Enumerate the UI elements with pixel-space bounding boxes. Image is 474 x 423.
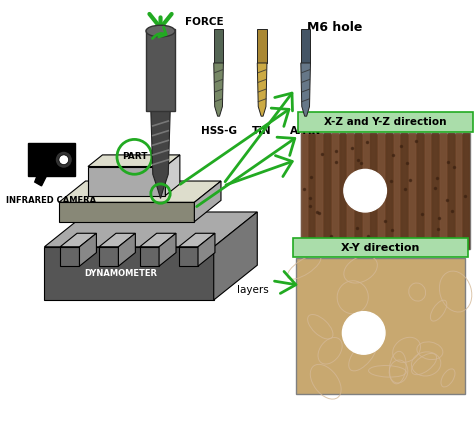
Polygon shape (179, 233, 215, 247)
Polygon shape (194, 181, 221, 222)
Polygon shape (214, 63, 223, 116)
Polygon shape (80, 233, 96, 266)
Polygon shape (59, 181, 221, 202)
Bar (378, 133, 384, 249)
FancyBboxPatch shape (146, 29, 175, 111)
Polygon shape (88, 167, 165, 195)
Bar (440, 133, 446, 249)
Polygon shape (88, 155, 180, 167)
Polygon shape (118, 233, 136, 266)
Bar (363, 133, 369, 249)
Bar (301, 133, 307, 249)
Polygon shape (60, 233, 96, 247)
Polygon shape (140, 247, 159, 266)
Text: PART: PART (122, 152, 147, 161)
Bar (339, 133, 346, 249)
Polygon shape (35, 174, 47, 186)
Text: X-Z and Y-Z direction: X-Z and Y-Z direction (324, 117, 447, 127)
Polygon shape (257, 63, 267, 116)
Polygon shape (159, 233, 176, 266)
Bar (355, 133, 361, 249)
Bar (464, 133, 469, 249)
Text: TiN: TiN (252, 126, 272, 136)
Polygon shape (60, 247, 80, 266)
Polygon shape (99, 247, 118, 266)
Bar (309, 133, 314, 249)
Bar (401, 133, 407, 249)
Ellipse shape (146, 25, 175, 37)
Bar (386, 133, 392, 249)
Text: FORCE: FORCE (185, 17, 223, 27)
Bar (347, 133, 353, 249)
Polygon shape (99, 233, 136, 247)
Bar (409, 133, 415, 249)
Circle shape (342, 312, 385, 354)
Polygon shape (45, 212, 257, 247)
FancyBboxPatch shape (214, 29, 223, 63)
Bar (394, 133, 400, 249)
Polygon shape (45, 247, 214, 300)
Polygon shape (59, 202, 194, 222)
Bar (324, 133, 330, 249)
FancyBboxPatch shape (257, 29, 267, 63)
Bar (456, 133, 461, 249)
FancyBboxPatch shape (298, 113, 473, 132)
Polygon shape (214, 212, 257, 300)
Bar (371, 133, 376, 249)
Polygon shape (179, 247, 198, 266)
Bar (432, 133, 438, 249)
Text: AlTiN: AlTiN (290, 126, 321, 136)
Circle shape (344, 170, 386, 212)
Circle shape (59, 155, 69, 165)
FancyBboxPatch shape (293, 238, 468, 258)
Circle shape (55, 151, 73, 168)
Text: INFRARED CAMERA: INFRARED CAMERA (6, 195, 96, 205)
Text: DYNAMOMETER: DYNAMOMETER (84, 269, 157, 278)
Text: HSS-G: HSS-G (201, 126, 237, 136)
Polygon shape (165, 155, 180, 195)
FancyBboxPatch shape (301, 133, 470, 249)
FancyBboxPatch shape (296, 258, 465, 394)
Polygon shape (151, 111, 170, 198)
Polygon shape (198, 233, 215, 266)
FancyBboxPatch shape (301, 29, 310, 63)
Polygon shape (301, 63, 310, 116)
Bar (316, 133, 322, 249)
Polygon shape (140, 233, 176, 247)
Text: X-Y direction: X-Y direction (341, 243, 420, 253)
Bar (417, 133, 423, 249)
Text: layers: layers (237, 286, 268, 295)
Text: M6 hole: M6 hole (307, 22, 362, 34)
Bar (332, 133, 337, 249)
Bar (448, 133, 454, 249)
FancyBboxPatch shape (28, 143, 75, 176)
Bar (425, 133, 430, 249)
